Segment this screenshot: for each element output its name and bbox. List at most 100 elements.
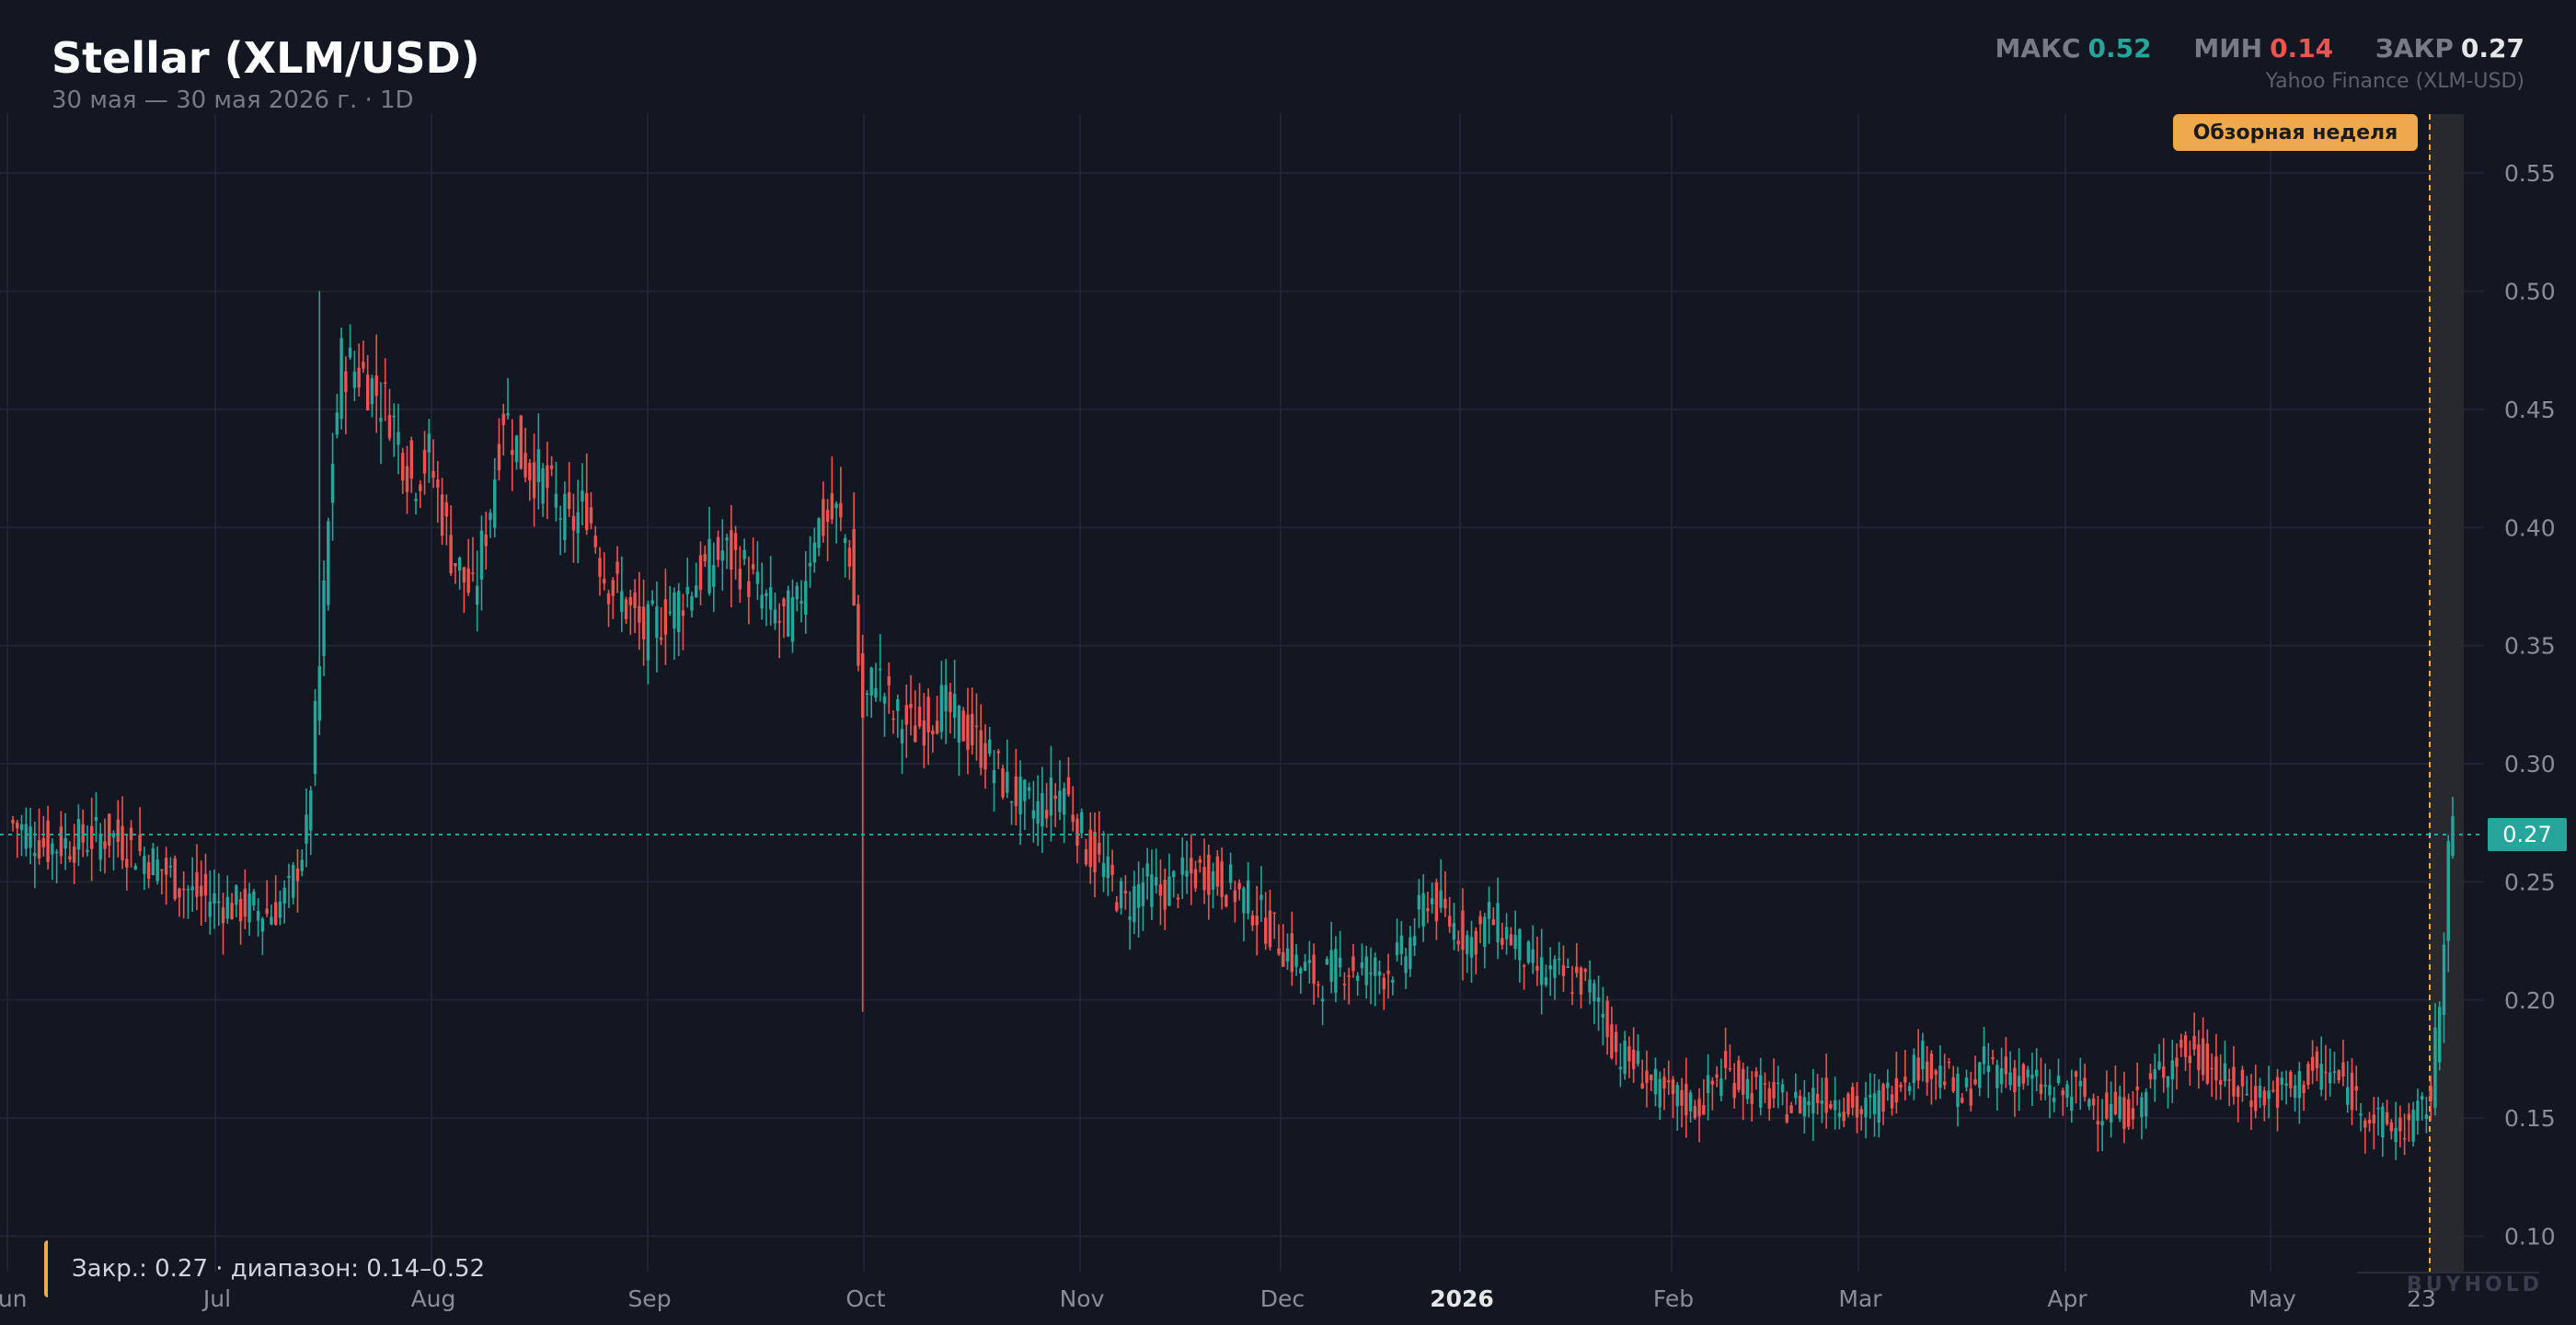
y-tick-label: 0.30 bbox=[2504, 751, 2556, 778]
data-source: Yahoo Finance (XLM-USD) bbox=[2265, 70, 2524, 93]
candle-body bbox=[1938, 1066, 1942, 1089]
x-tick-label: Jun bbox=[0, 1285, 28, 1312]
candle-body bbox=[1986, 1066, 1991, 1072]
candle-body bbox=[392, 415, 396, 418]
candle-body bbox=[751, 564, 755, 570]
max-label: МАКС bbox=[1995, 33, 2081, 63]
candle-body bbox=[896, 699, 900, 711]
candle-body bbox=[2210, 1067, 2214, 1070]
candle-body bbox=[1815, 1093, 1820, 1103]
candle-body bbox=[2433, 1027, 2437, 1108]
x-tick-label: Mar bbox=[1838, 1285, 1882, 1312]
candle-body bbox=[1225, 894, 1228, 907]
candle-body bbox=[186, 888, 190, 891]
candle-body bbox=[1374, 957, 1377, 976]
candle-body bbox=[598, 558, 602, 577]
candle-body bbox=[777, 620, 781, 623]
candle-body bbox=[760, 594, 764, 609]
candle-body bbox=[1386, 970, 1390, 974]
candle-body bbox=[2030, 1074, 2034, 1079]
candle-body bbox=[922, 720, 926, 746]
candle-body bbox=[1767, 1088, 1771, 1110]
candle-body bbox=[506, 413, 510, 416]
candle-body bbox=[1544, 977, 1548, 985]
candle-body bbox=[2145, 1091, 2148, 1117]
candle-body bbox=[178, 888, 181, 898]
candle-body bbox=[1123, 891, 1128, 893]
candle-body bbox=[1088, 829, 1092, 868]
candle-body bbox=[2438, 1007, 2442, 1063]
candle-body bbox=[843, 537, 847, 544]
candle-body bbox=[270, 916, 273, 925]
candle-body bbox=[847, 547, 852, 567]
candle-body bbox=[1294, 954, 1298, 967]
candle-body bbox=[238, 899, 243, 922]
candle-body bbox=[265, 908, 269, 915]
candle-body bbox=[1501, 938, 1504, 945]
candle-body bbox=[2293, 1085, 2297, 1099]
y-tick-label: 0.45 bbox=[2504, 397, 2556, 423]
candle-body bbox=[852, 529, 856, 606]
candle-body bbox=[1872, 1093, 1877, 1114]
candle-body bbox=[944, 685, 948, 712]
candle-body bbox=[1999, 1067, 2004, 1085]
x-tick-label: Dec bbox=[1260, 1285, 1305, 1312]
candle-body bbox=[213, 893, 216, 904]
candle-body bbox=[1645, 1070, 1649, 1083]
candle-body bbox=[546, 465, 549, 489]
candle-body bbox=[966, 714, 970, 750]
chart-grid bbox=[0, 114, 2484, 1272]
candle-body bbox=[1504, 927, 1509, 939]
candle-body bbox=[2100, 1121, 2104, 1125]
candle-body bbox=[900, 729, 904, 743]
candle-body bbox=[1439, 890, 1443, 908]
candle-body bbox=[1242, 888, 1246, 914]
candle-body bbox=[2424, 1114, 2429, 1119]
candle-body bbox=[1518, 928, 1522, 961]
candle-body bbox=[585, 493, 589, 531]
candle-body bbox=[1250, 915, 1255, 926]
candle-body bbox=[2372, 1114, 2375, 1123]
candle-body bbox=[1877, 1089, 1880, 1123]
chart-title: Stellar (XLM/USD) bbox=[52, 33, 480, 83]
candle-body bbox=[405, 466, 409, 492]
candle-body bbox=[904, 705, 908, 725]
candle-body bbox=[2271, 1089, 2275, 1092]
candle-body bbox=[1491, 919, 1495, 926]
candle-body bbox=[2310, 1056, 2315, 1071]
candle-body bbox=[1098, 843, 1101, 855]
candle-body bbox=[24, 824, 28, 849]
candle-body bbox=[1509, 934, 1513, 946]
candle-body bbox=[1719, 1077, 1723, 1096]
candle-body bbox=[63, 837, 67, 849]
candle-body bbox=[2411, 1110, 2415, 1142]
candle-body bbox=[1671, 1079, 1675, 1095]
candle-body bbox=[860, 653, 865, 718]
candle-body bbox=[462, 567, 466, 583]
candle-body bbox=[1995, 1065, 1999, 1089]
candle-body bbox=[330, 464, 335, 503]
candle-body bbox=[151, 847, 155, 876]
close-value: 0.27 bbox=[2460, 33, 2524, 63]
candle-body bbox=[1702, 1104, 1706, 1115]
candle-body bbox=[992, 769, 996, 784]
candle-body bbox=[716, 536, 720, 560]
candle-body bbox=[511, 450, 514, 455]
x-tick-label: Nov bbox=[1060, 1285, 1105, 1312]
candle-body bbox=[1912, 1054, 1916, 1083]
candle-body bbox=[1991, 1056, 1995, 1060]
candle-body bbox=[2385, 1112, 2389, 1124]
candle-body bbox=[1198, 858, 1202, 863]
candle-body bbox=[2350, 1072, 2354, 1111]
candle-body bbox=[2402, 1137, 2407, 1140]
candle-body bbox=[2008, 1072, 2012, 1086]
candle-body bbox=[1360, 962, 1364, 969]
candle-body bbox=[1833, 1100, 1837, 1111]
candle-body bbox=[16, 822, 19, 829]
candle-body bbox=[1158, 884, 1163, 896]
candle-body bbox=[2026, 1069, 2030, 1077]
review-week-badge[interactable]: Обзорная неделя bbox=[2173, 114, 2418, 151]
candle-body bbox=[2070, 1096, 2074, 1112]
candle-body bbox=[108, 813, 111, 847]
